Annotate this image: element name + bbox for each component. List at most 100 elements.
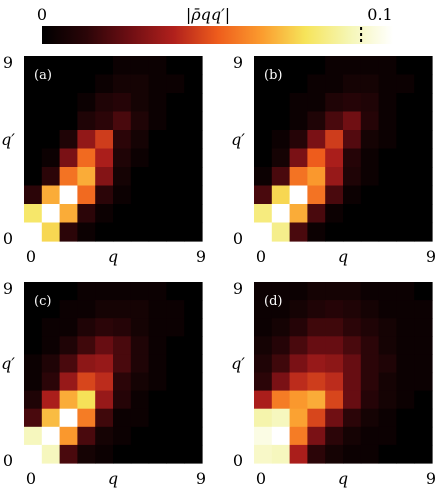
heatmap-cell xyxy=(77,130,96,150)
x-tick-label: 0 xyxy=(26,247,36,266)
heatmap-cell xyxy=(148,390,167,410)
heatmap-cell xyxy=(166,111,185,131)
heatmap-cell xyxy=(113,148,132,168)
heatmap-cell xyxy=(113,222,132,242)
heatmap-cell xyxy=(95,336,114,355)
heatmap-cell xyxy=(254,204,273,224)
heatmap-cell xyxy=(77,56,96,76)
heatmap-panel: (a) 9 0 q′ 0 9 q xyxy=(1,53,206,266)
heatmap-cell xyxy=(289,148,308,168)
heatmap-cell xyxy=(271,336,291,355)
heatmap-cell xyxy=(148,426,167,446)
heatmap-cell xyxy=(77,167,96,187)
heatmap-cell xyxy=(148,444,167,464)
heatmap-cell xyxy=(271,390,291,410)
heatmap-cell xyxy=(77,336,96,355)
heatmap-cell xyxy=(254,185,273,205)
heatmap-cell xyxy=(184,444,203,464)
heatmap-cell xyxy=(307,318,326,337)
heatmap-cell xyxy=(307,74,326,94)
heatmap-cell xyxy=(414,300,433,319)
heatmap-cell xyxy=(113,93,132,113)
heatmap-cell xyxy=(325,204,344,224)
heatmap-cell xyxy=(130,390,150,410)
heatmap-cell xyxy=(130,354,150,374)
heatmap-cell xyxy=(289,56,308,76)
heatmap-cell xyxy=(41,300,61,319)
y-tick-label: 9 xyxy=(3,53,13,72)
heatmap-cell xyxy=(184,336,203,355)
heatmap-cell xyxy=(307,93,326,113)
heatmap-cell xyxy=(307,336,326,355)
heatmap-cell xyxy=(148,282,167,301)
heatmap-cell xyxy=(77,111,96,131)
heatmap-cell xyxy=(271,354,291,374)
heatmap-cell xyxy=(360,354,380,374)
heatmap-cell xyxy=(184,148,203,168)
heatmap-cell xyxy=(360,336,380,355)
colorbar-max-label: 0.1 xyxy=(367,5,392,24)
heatmap-cell xyxy=(307,300,326,319)
heatmap-cell xyxy=(414,111,433,131)
heatmap-cell xyxy=(41,372,61,392)
heatmap-cell xyxy=(184,167,203,187)
heatmap-cell xyxy=(41,148,61,168)
heatmap-cell xyxy=(360,74,380,94)
heatmap-cell xyxy=(77,354,96,374)
heatmap-cell xyxy=(396,444,415,464)
heatmap-cell xyxy=(41,204,61,224)
heatmap-cell xyxy=(254,354,273,374)
heatmap-cell xyxy=(59,300,78,319)
y-tick-label: 0 xyxy=(233,229,243,248)
heatmap-cell xyxy=(414,56,433,76)
heatmap-cell xyxy=(254,390,273,410)
heatmap-cell xyxy=(289,354,308,374)
heatmap-cell xyxy=(307,204,326,224)
heatmap-cell xyxy=(77,74,96,94)
heatmap-cell xyxy=(325,56,344,76)
heatmap-cell xyxy=(271,300,291,319)
y-axis-label: q′ xyxy=(1,130,15,149)
heatmap-cell xyxy=(184,318,203,337)
heatmap-cell xyxy=(184,130,203,150)
heatmap-cell xyxy=(378,222,397,242)
heatmap-cell xyxy=(396,336,415,355)
heatmap-cell xyxy=(414,167,433,187)
heatmap-cell xyxy=(414,408,433,428)
heatmap-cell xyxy=(360,408,380,428)
heatmap-cell xyxy=(24,426,43,446)
heatmap-cell xyxy=(130,74,150,94)
heatmap-cell xyxy=(271,222,291,242)
heatmap-cell xyxy=(360,444,380,464)
heatmap-cell xyxy=(148,56,167,76)
heatmap-cell xyxy=(343,56,362,76)
y-tick-label: 9 xyxy=(233,279,243,298)
colorbar-min-label: 0 xyxy=(37,5,47,24)
heatmap-cell xyxy=(166,185,185,205)
heatmap-cell xyxy=(325,148,344,168)
heatmap-cell xyxy=(24,408,43,428)
heatmap-cell xyxy=(271,444,291,464)
heatmap-cell xyxy=(166,408,185,428)
heatmap-cell xyxy=(113,204,132,224)
heatmap-cell xyxy=(95,56,114,76)
x-axis-label: q xyxy=(108,247,118,266)
heatmap-cell xyxy=(130,56,150,76)
heatmap-cell xyxy=(325,282,344,301)
heatmap-cell xyxy=(24,74,43,94)
heatmap-cell xyxy=(113,167,132,187)
heatmap-cell xyxy=(77,93,96,113)
heatmap-cell xyxy=(77,204,96,224)
heatmap-cell xyxy=(166,336,185,355)
heatmap-cell xyxy=(24,204,43,224)
heatmap-cell xyxy=(360,167,380,187)
heatmap-cell xyxy=(166,167,185,187)
heatmap-cell xyxy=(289,93,308,113)
y-tick-label: 9 xyxy=(3,279,13,298)
heatmap-cell xyxy=(343,222,362,242)
heatmap-cell xyxy=(378,426,397,446)
heatmap-cell xyxy=(325,185,344,205)
heatmap-cell xyxy=(307,426,326,446)
heatmap-cell xyxy=(166,300,185,319)
y-tick-label: 9 xyxy=(233,53,243,72)
